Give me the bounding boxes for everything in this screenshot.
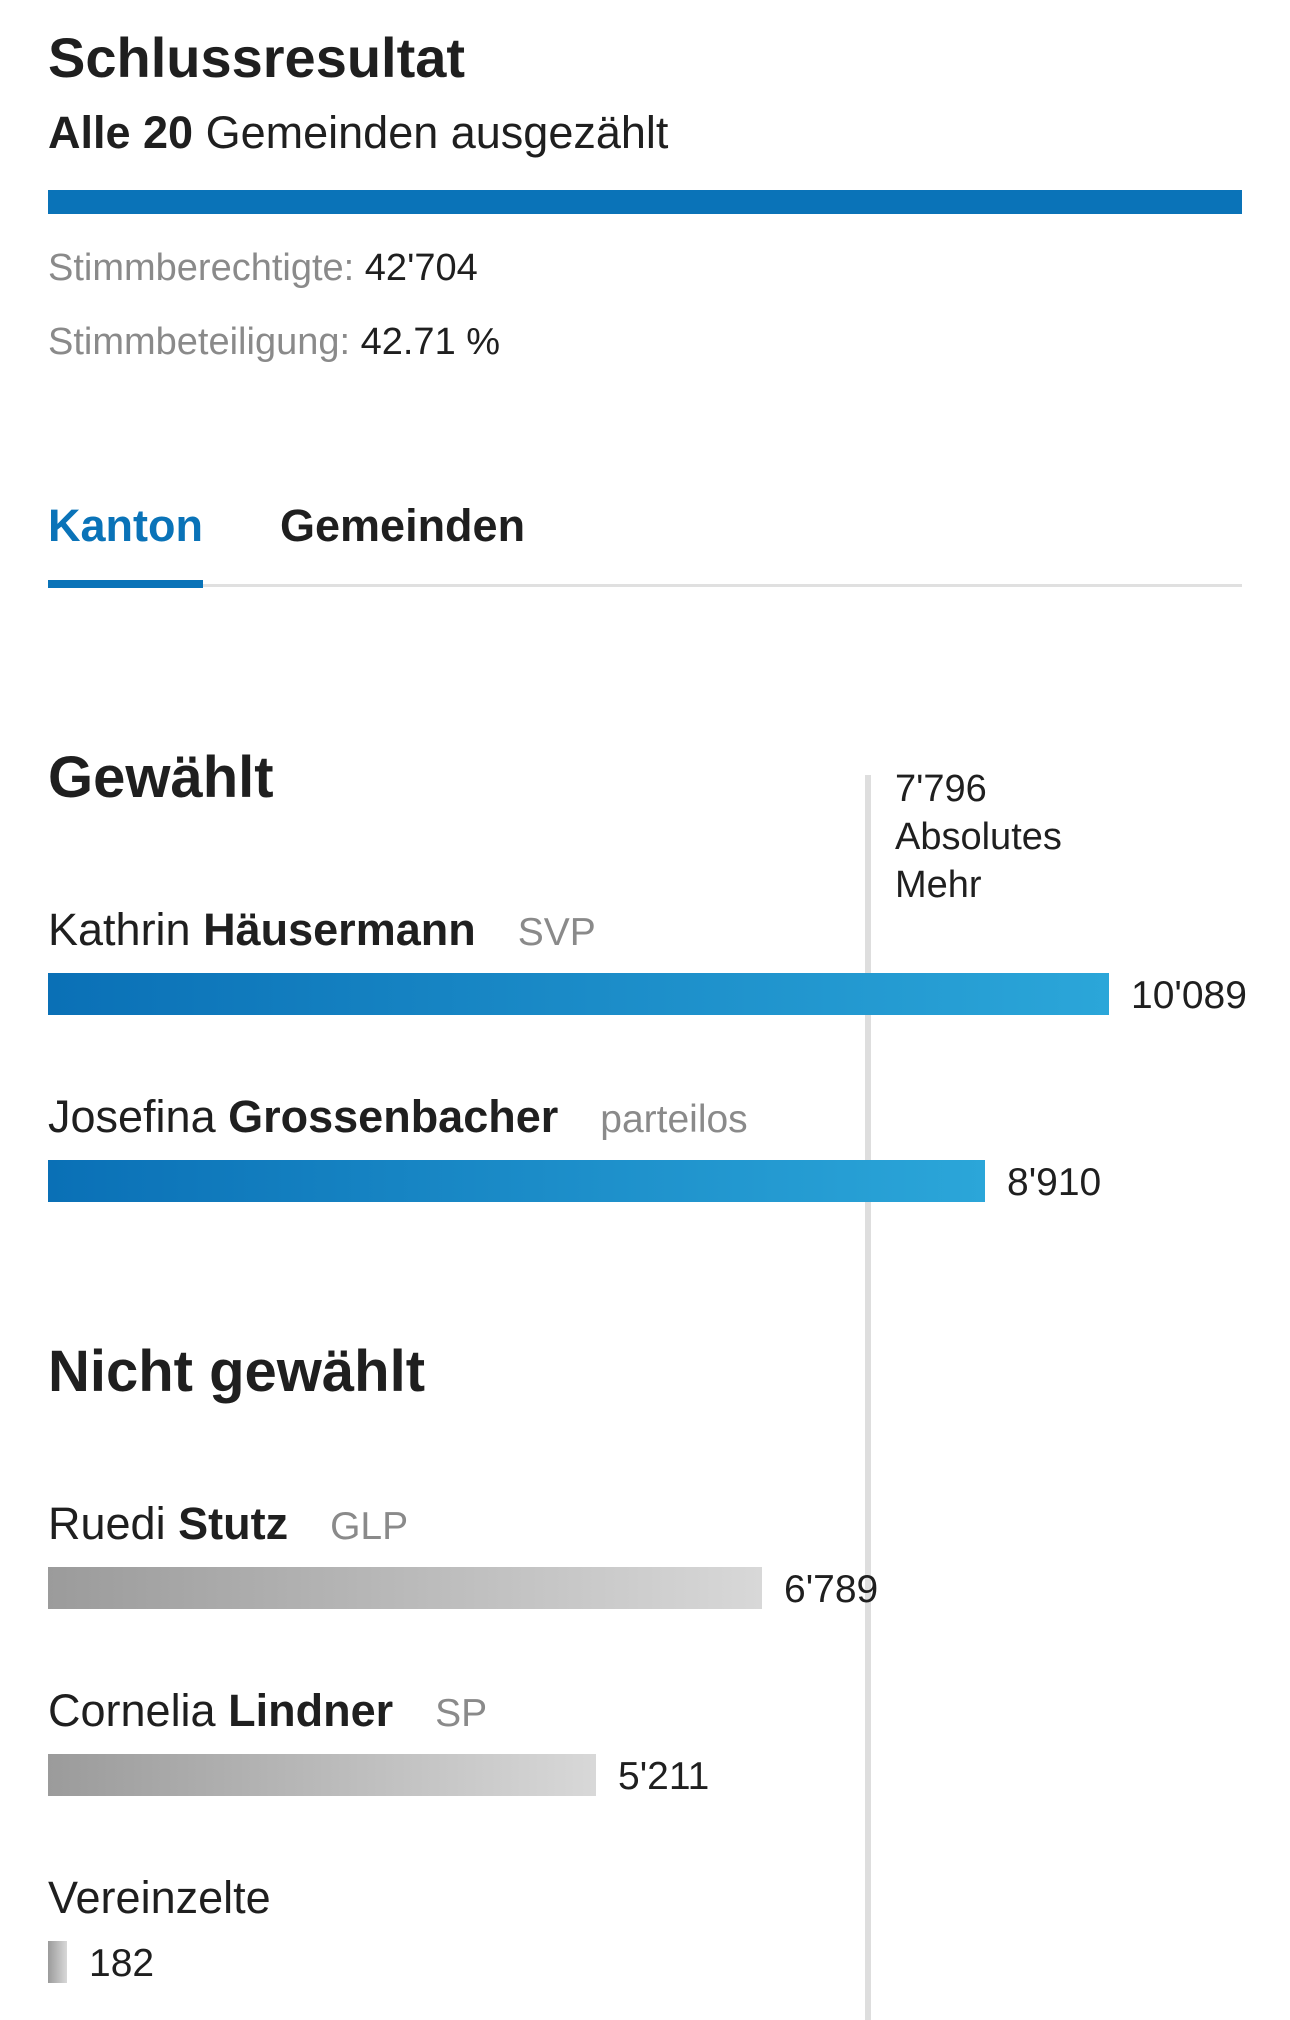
candidate-last-name: Grossenbacher [228, 1091, 559, 1142]
candidate-first-name: Ruedi [48, 1498, 166, 1549]
candidate-name: Ruedi Stutz [48, 1498, 288, 1549]
candidate-bar [48, 973, 1109, 1015]
candidate-row: Cornelia Lindner SP [48, 1681, 487, 1744]
page-title: Schlussresultat [48, 26, 466, 89]
candidate-first-name: Cornelia [48, 1685, 216, 1736]
turnout: Stimmbeteiligung: 42.71 % [48, 316, 500, 368]
count-progress-fill [48, 190, 1242, 214]
candidate-party: SP [435, 1692, 488, 1735]
candidate-name: Cornelia Lindner [48, 1685, 393, 1736]
candidate-votes: 10'089 [1131, 974, 1247, 1017]
candidate-row: Kathrin Häusermann SVP [48, 900, 596, 963]
candidate-name: Vereinzelte [48, 1872, 271, 1923]
candidate-first-name: Josefina [48, 1091, 216, 1142]
count-status-rest: Gemeinden ausgezählt [193, 107, 669, 158]
absolute-majority-text-1: Absolutes [895, 816, 1062, 858]
candidate-last-name: Stutz [178, 1498, 289, 1549]
candidate-bar [48, 1754, 596, 1796]
candidate-first-name: Kathrin [48, 904, 191, 955]
absolute-majority-text-2: Mehr [895, 864, 982, 906]
absolute-majority-line [865, 775, 871, 2020]
tab-gemeinden[interactable]: Gemeinden [280, 500, 526, 551]
candidate-row: Vereinzelte [48, 1868, 271, 1928]
count-progress-bar [48, 190, 1242, 214]
candidate-name: Kathrin Häusermann [48, 904, 476, 955]
tab-kanton[interactable]: Kanton [48, 496, 203, 588]
candidate-bar [48, 1567, 762, 1609]
candidate-votes: 8'910 [1007, 1161, 1102, 1204]
candidate-row: Ruedi Stutz GLP [48, 1494, 408, 1557]
count-status: Alle 20 Gemeinden ausgezählt [48, 102, 668, 164]
turnout-label: Stimmbeteiligung: [48, 321, 351, 363]
section-elected-title: Gewählt [48, 745, 274, 810]
candidate-party: parteilos [600, 1098, 748, 1141]
eligible-voters: Stimmberechtigte: 42'704 [48, 242, 478, 294]
candidate-name: Josefina Grossenbacher [48, 1091, 558, 1142]
section-not-elected-title: Nicht gewählt [48, 1339, 426, 1404]
tab-bar: Kanton Gemeinden [48, 496, 1242, 588]
eligible-voters-value: 42'704 [364, 247, 478, 289]
candidate-first-name: Vereinzelte [48, 1872, 271, 1923]
absolute-majority-value: 7'796 [895, 768, 987, 810]
candidate-row: Josefina Grossenbacher parteilos [48, 1087, 748, 1150]
absolute-majority-label: 7'796 Absolutes Mehr [895, 765, 1135, 909]
candidate-votes: 6'789 [784, 1568, 879, 1611]
candidate-votes: 182 [89, 1942, 155, 1985]
candidate-last-name: Häusermann [203, 904, 476, 955]
eligible-voters-label: Stimmberechtigte: [48, 247, 355, 289]
candidate-bar [48, 1941, 67, 1983]
candidate-party: GLP [330, 1505, 409, 1548]
candidate-last-name: Lindner [228, 1685, 394, 1736]
candidate-party: SVP [517, 911, 596, 954]
count-status-strong: Alle 20 [48, 107, 194, 158]
candidate-votes: 5'211 [618, 1755, 710, 1798]
candidate-bar [48, 1160, 985, 1202]
turnout-value: 42.71 % [360, 321, 501, 363]
